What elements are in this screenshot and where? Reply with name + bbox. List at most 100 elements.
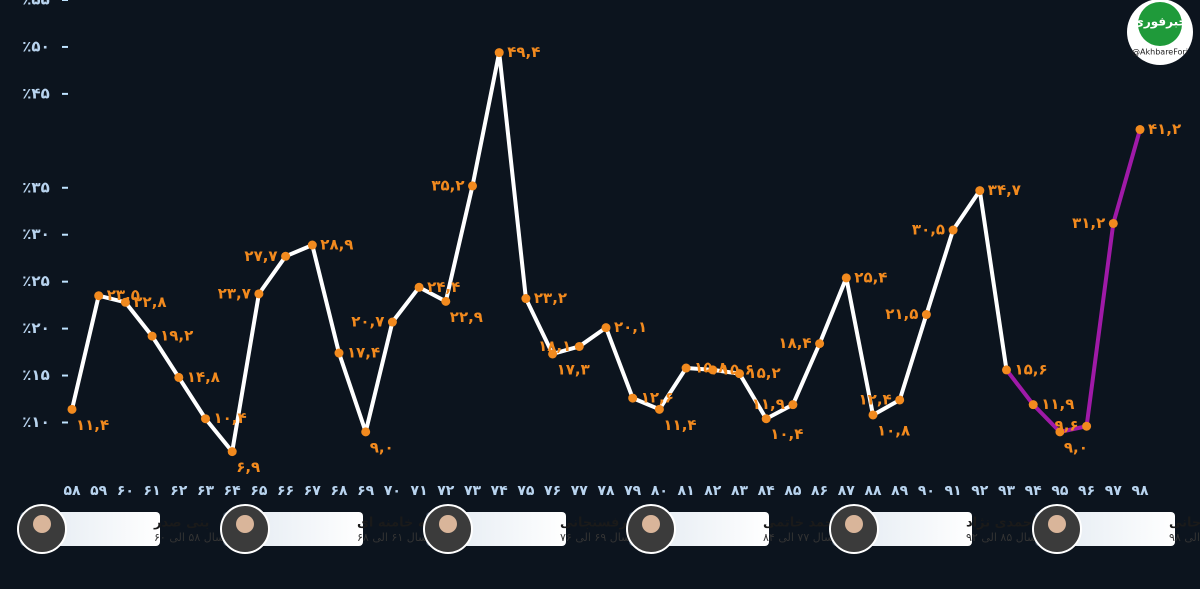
value-label: ۱۹,۲ [160,327,193,345]
connector [977,188,1009,372]
value-label: ۲۳,۷ [218,284,251,302]
marker [548,349,558,359]
value-label: ۱۵,۶ [1015,360,1048,378]
president-years: سال ۶۱ الی ۶۸ [357,531,427,544]
portrait-face [1048,515,1066,533]
president-years: سال ۸۵ الی ۹۲ [966,531,1036,544]
marker [735,369,744,379]
value-label: ۱۱,۴ [76,416,109,434]
x-tick-label: ۸۵ [784,483,802,499]
value-label: ۱۱,۹ [752,395,785,413]
x-tick-label: ۷۱ [411,483,428,499]
marker [868,410,878,420]
marker [1108,218,1118,228]
portrait-face [845,515,863,533]
x-tick-label: ۵۸ [63,483,81,499]
marker [521,294,531,304]
x-tick-label: ۸۸ [864,483,882,499]
x-tick-label: ۸۷ [838,483,856,499]
x-tick-label: ۹۷ [1105,483,1123,499]
marker [975,186,985,196]
x-tick-label: ۹۴ [1025,483,1043,499]
y-tick-label: ٪۱۵ [22,366,49,384]
marker [254,289,264,299]
x-tick-label: ۶۱ [144,483,161,499]
marker [94,291,104,301]
value-label: ۱۰,۸ [877,421,910,439]
x-tick-label: ۸۳ [731,483,749,499]
x-tick-label: ۷۵ [517,483,535,499]
value-label: ۱۱,۹ [1041,395,1074,413]
y-tick-label: ٪۵۰ [22,37,49,55]
value-label: ۱۲,۴ [859,390,892,408]
value-label: ۶,۹ [236,458,260,476]
marker [414,282,424,292]
x-tick-label: ۵۹ [90,483,108,499]
value-label: ۳۵,۲ [431,176,464,194]
value-label: ۹,۶ [1055,417,1079,435]
x-tick-label: ۷۶ [544,483,561,499]
marker [494,48,504,58]
x-tick-label: ۸۰ [651,483,668,499]
portrait-face [236,515,254,533]
value-label: ۲۳,۵ [107,286,140,304]
y-tick-label: ٪۲۰ [22,319,49,337]
x-tick-label: ۹۵ [1051,483,1069,499]
marker [761,414,771,424]
logo-mark [1138,2,1182,46]
value-label: ۹,۰ [370,438,394,456]
value-label: ۱۲,۶ [641,389,674,407]
value-label: ۲۴,۴ [427,278,460,296]
portrait-face [642,515,660,533]
marker [227,447,237,457]
x-tick-label: ۸۴ [758,483,776,499]
marker [1028,400,1038,410]
x-tick-label: ۷۰ [384,483,401,499]
x-tick-label: ۶۹ [357,483,375,499]
value-label: ۱۰,۴ [770,425,803,443]
portrait-face [439,515,457,533]
x-tick-label: ۶۳ [197,483,215,499]
x-tick-label: ۶۶ [277,483,294,499]
line [1004,127,1142,434]
value-label: ۲۷,۷ [244,247,277,265]
x-tick-label: ۹۰ [918,483,935,499]
x-tick-label: ۶۲ [170,483,188,499]
logo: خبرفوری @AkhbareFori [1127,0,1193,65]
value-label: ۱۰,۴ [214,409,247,427]
marker [921,310,931,320]
president-name: محمد خاتمی [763,516,842,531]
y-tick-label: ٪۲۵ [22,272,49,290]
value-label: ۳۱,۲ [1072,214,1105,232]
x-tick-label: ۷۷ [571,483,589,499]
logo-handle: @AkhbareFori [1132,48,1188,57]
marker [601,323,611,333]
marker [387,317,397,327]
marker [788,400,798,410]
x-tick-label: ۷۹ [624,483,642,499]
x-tick-label: ۸۹ [891,483,909,499]
value-label: ۱۱,۴ [663,416,696,434]
value-label: ۳۰,۵ [912,221,945,239]
value-label: ۱۷,۴ [347,344,380,362]
marker [468,181,477,191]
x-tick-label: ۹۳ [998,483,1016,499]
marker [174,372,184,382]
president-card: حسن روحانیسال ۹۳ الی ۹۸ [1032,504,1200,554]
axes [66,0,1152,478]
marker [574,341,584,351]
value-label: ۲۳,۲ [534,289,567,307]
marker [654,404,664,414]
value-label: ۲۰,۱ [614,318,647,336]
marker [307,240,317,250]
y-tick-label: ٪۳۰ [22,225,49,243]
marker [948,225,958,235]
value-label: ۱۵,۶ [721,360,754,378]
value-label: ۹,۰ [1064,438,1088,456]
value-label: ۴۹,۴ [507,43,540,61]
